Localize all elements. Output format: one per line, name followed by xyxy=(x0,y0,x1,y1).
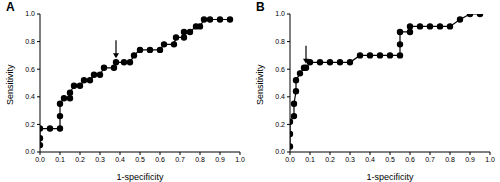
svg-text:0.2: 0.2 xyxy=(325,156,335,163)
html-text:B: B xyxy=(256,0,265,14)
svg-text:0.6: 0.6 xyxy=(405,156,415,163)
svg-text:0.6: 0.6 xyxy=(275,66,285,73)
svg-text:0.8: 0.8 xyxy=(445,156,455,163)
svg-text:0.6: 0.6 xyxy=(155,156,165,163)
svg-text:0.4: 0.4 xyxy=(275,93,285,100)
svg-text:0.0: 0.0 xyxy=(35,156,45,163)
svg-text:0.3: 0.3 xyxy=(95,156,105,163)
svg-text:0.6: 0.6 xyxy=(25,66,35,73)
svg-text:0.0: 0.0 xyxy=(275,148,285,155)
svg-text:0.5: 0.5 xyxy=(385,156,395,163)
svg-text:0.4: 0.4 xyxy=(365,156,375,163)
svg-text:0.2: 0.2 xyxy=(275,121,285,128)
svg-text:0.2: 0.2 xyxy=(75,156,85,163)
svg-text:0.5: 0.5 xyxy=(135,156,145,163)
svg-text:1.0: 1.0 xyxy=(485,156,492,163)
html-text:A: A xyxy=(6,0,15,14)
svg-text:0.1: 0.1 xyxy=(55,156,65,163)
svg-text:0.8: 0.8 xyxy=(25,38,35,45)
svg-text:0.4: 0.4 xyxy=(115,156,125,163)
svg-text:0.1: 0.1 xyxy=(305,156,315,163)
svg-text:1.0: 1.0 xyxy=(235,156,245,163)
svg-text:0.9: 0.9 xyxy=(215,156,225,163)
svg-text:0.0: 0.0 xyxy=(285,156,295,163)
svg-text:0.0: 0.0 xyxy=(25,148,35,155)
svg-text:1.0: 1.0 xyxy=(275,10,285,17)
svg-text:0.3: 0.3 xyxy=(345,156,355,163)
svg-text:0.9: 0.9 xyxy=(465,156,475,163)
svg-text:1-specificity: 1-specificity xyxy=(116,172,164,182)
svg-text:0.4: 0.4 xyxy=(25,93,35,100)
svg-text:Sensitivity: Sensitivity xyxy=(255,64,265,105)
svg-text:Sensitivity: Sensitivity xyxy=(8,64,15,105)
svg-text:0.8: 0.8 xyxy=(195,156,205,163)
svg-text:1.0: 1.0 xyxy=(25,10,35,17)
svg-text:0.8: 0.8 xyxy=(275,38,285,45)
svg-text:0.2: 0.2 xyxy=(25,121,35,128)
svg-text:0.7: 0.7 xyxy=(175,156,185,163)
svg-text:1-specificity: 1-specificity xyxy=(366,172,414,182)
svg-text:0.7: 0.7 xyxy=(425,156,435,163)
